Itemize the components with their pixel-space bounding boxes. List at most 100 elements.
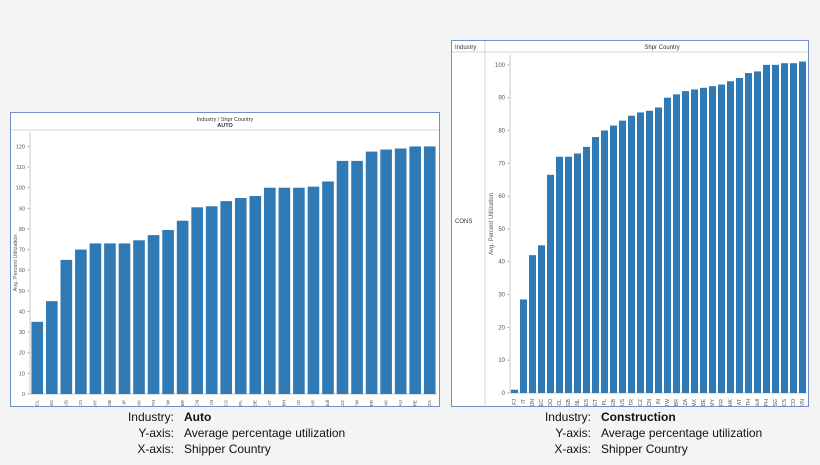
y-axis-title: Avg. Percent Utilization: [13, 235, 19, 292]
x-tick-label: MY: [93, 399, 99, 406]
x-tick-label: CL: [557, 399, 563, 406]
panel-header-left: Industry: [455, 45, 476, 51]
x-tick-label: CS: [782, 398, 788, 406]
x-tick-label: HK: [728, 398, 734, 406]
y-tick-label: 60: [19, 268, 25, 274]
bar: [753, 71, 762, 393]
bar: [618, 120, 627, 393]
x-tick-label: ES: [584, 398, 590, 405]
x-tick-label: Null: [325, 400, 331, 406]
y-tick-label: 80: [498, 128, 505, 134]
x-tick-label: IN: [656, 399, 662, 404]
x-tick-label: BE: [701, 398, 707, 405]
x-tick-label: CO: [791, 399, 797, 406]
bar: [744, 73, 753, 394]
x-tick-label: TR: [629, 399, 635, 406]
bar: [278, 187, 291, 394]
bar: [789, 63, 798, 393]
caption-key: X-axis:: [137, 442, 174, 456]
x-tick-label: GB: [611, 398, 617, 406]
x-tick-label: TH: [151, 399, 157, 406]
caption-row: Industry: Construction: [535, 409, 762, 425]
caption-row: Industry: Auto: [118, 409, 345, 425]
x-tick-label: PL: [238, 400, 244, 406]
y-tick-label: 110: [16, 165, 25, 171]
x-tick-label: MX: [692, 398, 698, 406]
y-tick-label: 70: [498, 161, 505, 167]
x-tick-label: PL: [602, 399, 608, 405]
bar: [798, 61, 807, 393]
bar: [293, 187, 305, 394]
y-tick-label: 80: [19, 227, 25, 233]
x-tick-label: DE: [253, 400, 259, 406]
x-tick-label: GB: [107, 400, 113, 406]
y-tick-label: 10: [498, 358, 505, 364]
auto-caption: Industry: Auto Y-axis: Average percentage …: [118, 409, 345, 457]
bar: [409, 146, 422, 394]
bar: [600, 130, 609, 393]
x-tick-label: GT: [593, 398, 599, 406]
x-tick-label: Null: [755, 399, 761, 406]
y-tick-label: 100: [495, 63, 506, 69]
x-tick-label: ZZ: [340, 400, 346, 406]
bar: [726, 81, 735, 393]
x-tick-label: PE: [412, 400, 418, 406]
y-axis-title: Avg. Percent Utilization: [489, 193, 495, 255]
caption-row: X-axis: Shipper Country: [118, 441, 345, 457]
x-tick-label: GB: [566, 398, 572, 406]
x-tick-label: FR: [369, 399, 375, 406]
x-tick-label: BR: [180, 399, 186, 406]
bar: [645, 110, 654, 393]
row-label: CONS: [455, 219, 472, 225]
auto-chart-panel: Industry / Shpr Country AUTO 0 10 20 30 40 50 60…: [10, 112, 440, 407]
x-tick-label: TW: [354, 400, 360, 406]
y-tick-label: 100: [16, 186, 25, 192]
x-tick-label: AU: [398, 399, 404, 406]
caption-key: Y-axis:: [555, 426, 591, 440]
bar: [234, 198, 247, 394]
x-tick-label: AT: [267, 400, 273, 406]
bar: [510, 389, 519, 393]
x-tick-label: TH: [746, 399, 752, 406]
bar: [627, 115, 636, 393]
x-tick-label: JP: [122, 400, 128, 406]
bar: [118, 243, 131, 394]
caption-row: Y-axis: Average percentage utilization: [535, 425, 762, 441]
caption-value: Shipper Country: [184, 442, 271, 456]
bar: [176, 220, 189, 394]
bar: [220, 201, 233, 394]
panel-subheader: AUTO: [217, 123, 233, 129]
x-tick-label: CN: [647, 399, 653, 406]
bar: [60, 259, 73, 394]
bar: [654, 107, 663, 393]
bar: [307, 186, 320, 394]
x-tick-label: CN: [194, 399, 200, 406]
x-tick-label: EC: [539, 399, 545, 406]
x-tick-label: BH: [282, 399, 288, 406]
y-tick-label: 30: [498, 293, 505, 299]
construction-chart-svg: Industry Shpr Country CONS 0 10 20 30 40 50 60 70 8…: [452, 41, 808, 406]
x-tick-label: SG: [49, 400, 55, 406]
bar: [546, 174, 555, 393]
y-tick-label: 40: [19, 309, 25, 315]
x-tick-label: MY: [710, 398, 716, 406]
bar: [322, 181, 334, 394]
y-tick-label: 50: [498, 227, 505, 233]
bar: [537, 245, 546, 393]
construction-caption: Industry: Construction Y-axis: Average per…: [535, 409, 762, 457]
panel-header-center: Shpr Country: [644, 45, 679, 51]
bar: [699, 87, 708, 393]
bar: [717, 84, 726, 393]
bar: [380, 149, 392, 394]
bar: [735, 77, 744, 393]
y-tick-label: 0: [22, 392, 25, 398]
bar: [591, 137, 600, 393]
bar: [336, 160, 349, 394]
bar: [162, 229, 174, 394]
y-tick-label: 120: [16, 144, 25, 150]
bar: [564, 156, 573, 393]
bar: [573, 153, 582, 393]
bar: [104, 243, 116, 394]
caption-value: Shipper Country: [601, 442, 688, 456]
